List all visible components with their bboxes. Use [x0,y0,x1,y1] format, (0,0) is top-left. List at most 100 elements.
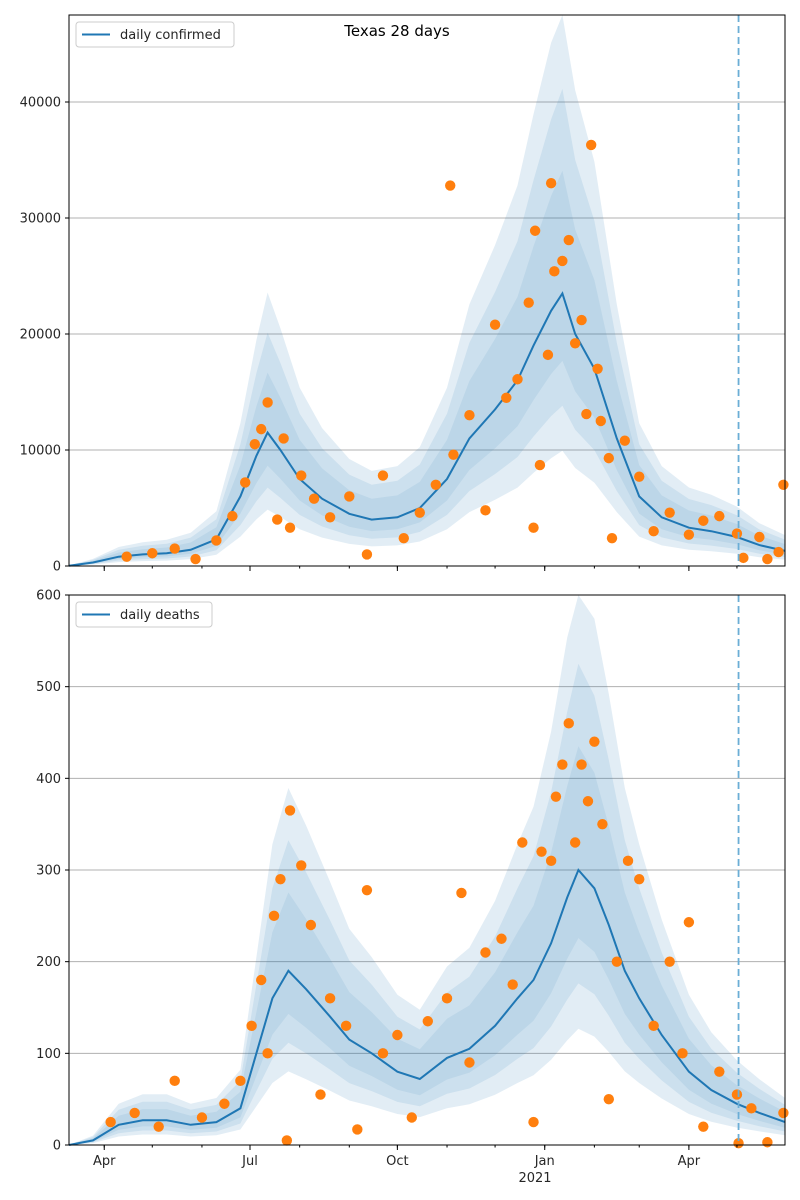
data-point [569,837,581,848]
data-point [445,180,456,191]
data-point [256,423,267,435]
y-tick-label: 20000 [20,328,61,343]
y-tick-label: 600 [36,589,61,604]
data-point [542,349,554,361]
data-point [595,415,606,427]
data-point [534,459,546,471]
data-point [523,297,534,308]
data-point [762,553,773,565]
data-point [430,479,442,490]
data-point [153,1121,164,1132]
data-point [284,805,296,816]
data-point [324,993,336,1004]
data-point [606,532,618,544]
data-point [278,433,289,444]
data-point [190,553,201,565]
data-point [169,1075,180,1087]
data-point [501,392,512,403]
legend-label: daily deaths [120,608,200,623]
data-point [582,796,594,807]
data-point [603,452,615,464]
data-point [480,505,491,516]
y-tick-label: 40000 [20,96,61,111]
data-point [392,1029,403,1041]
data-point [464,1057,475,1068]
deaths-panel: 0 100 200 300 400 500 600 Apr Jul Oct Jan Apr daily … [36,589,789,1169]
data-point [634,471,645,482]
confidence-band [69,88,785,566]
data-point [246,1020,257,1032]
data-point [512,374,523,385]
data-point [121,551,132,562]
data-point [528,522,539,533]
data-point [683,917,695,928]
data-point [778,1107,789,1119]
data-point [361,884,373,896]
data-point [634,873,645,885]
data-point [398,532,409,544]
data-point [714,1066,725,1077]
data-point [262,397,273,408]
data-point [129,1107,140,1119]
data-point [422,1016,434,1027]
confidence-band [69,15,785,566]
data-point [377,470,389,481]
data-point [664,507,675,518]
data-point [517,837,528,848]
y-tick-label: 10000 [20,444,61,459]
chart-title: Texas 28 days [343,22,450,40]
data-point [344,491,355,502]
data-point [275,873,286,885]
data-point [315,1089,326,1100]
data-point [272,514,283,525]
y-tick-label: 300 [36,864,61,879]
data-point [778,479,789,490]
data-point [528,1116,539,1128]
data-point [256,974,267,986]
data-point [296,470,307,481]
data-point [105,1116,116,1128]
data-point [448,449,459,460]
data-point [597,818,608,830]
data-point [576,759,587,770]
axes-frame [68,14,786,567]
data-point [754,531,765,543]
x-tick-label: Jan [534,1154,555,1169]
data-point [619,435,631,446]
data-point [262,1048,273,1059]
data-point [762,1137,773,1148]
legend-box [75,601,213,628]
data-point [603,1093,615,1105]
confidence-band [69,746,785,1145]
data-point [731,528,743,539]
data-point [464,410,475,421]
data-point [585,139,597,151]
data-point [746,1103,757,1114]
data-point [581,408,592,420]
confidence-band [69,663,785,1145]
data-point [496,933,507,944]
data-point [738,552,749,564]
data-point [281,1135,293,1146]
data-point [305,919,317,931]
data-point [324,512,336,523]
data-point [563,234,574,246]
data-point [563,718,574,729]
data-point [235,1075,246,1087]
y-tick-label: 0 [53,560,61,575]
data-point [169,543,180,554]
data-point [284,522,296,533]
data-point [698,1121,709,1132]
data-point [550,791,562,802]
data-point [352,1124,363,1135]
data-point [196,1112,208,1123]
data-point [268,910,280,922]
data-point [698,515,709,526]
legend-box [75,21,235,48]
y-tick-label: 200 [36,955,61,970]
data-point [406,1112,417,1123]
data-point [683,529,695,540]
data-point [677,1048,688,1059]
data-point [529,225,541,236]
data-point [147,548,158,559]
